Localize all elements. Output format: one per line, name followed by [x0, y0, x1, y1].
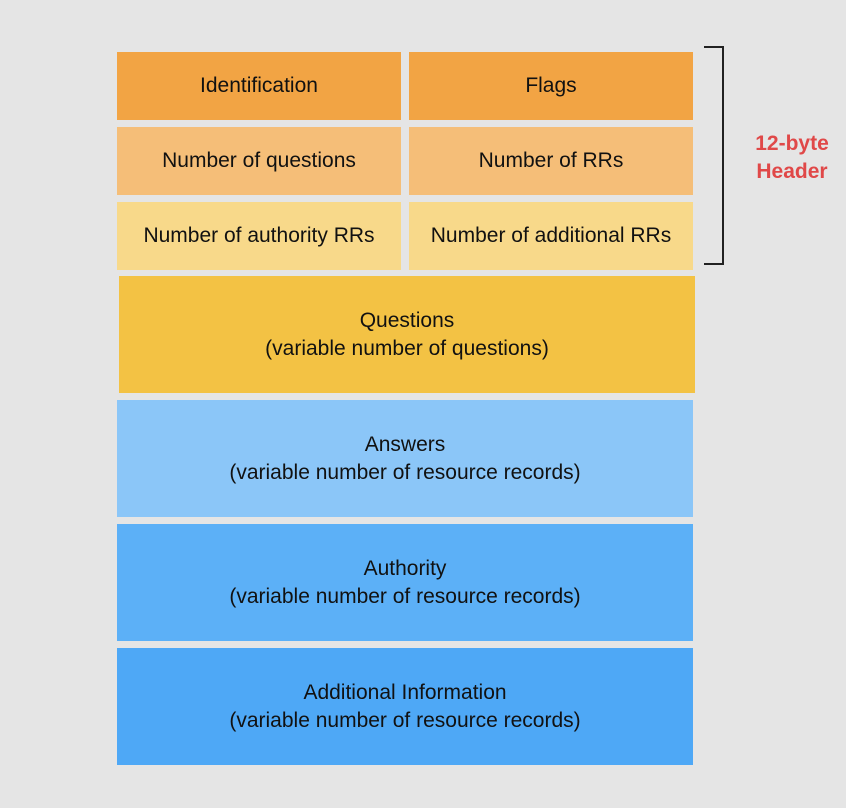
answers-section: Answers (variable number of resource rec… — [117, 400, 693, 517]
additional-information-title: Additional Information — [303, 680, 507, 704]
header-size-label-line2: Header — [756, 160, 828, 183]
number-of-additional-rrs-label: Number of additional RRs — [430, 224, 672, 247]
header-bracket — [704, 46, 724, 265]
number-of-rrs-field: Number of RRs — [409, 127, 693, 195]
authority-subtitle: (variable number of resource records) — [229, 584, 581, 608]
number-of-authority-rrs-label: Number of authority RRs — [143, 224, 375, 247]
authority-title: Authority — [363, 556, 447, 580]
questions-section: Questions (variable number of questions) — [119, 276, 695, 393]
number-of-questions-label: Number of questions — [162, 149, 356, 172]
flags-label: Flags — [525, 74, 577, 97]
number-of-rrs-label: Number of RRs — [478, 149, 624, 172]
additional-information-section: Additional Information (variable number … — [117, 648, 693, 765]
number-of-authority-rrs-field: Number of authority RRs — [117, 202, 401, 270]
number-of-additional-rrs-field: Number of additional RRs — [409, 202, 693, 270]
questions-subtitle: (variable number of questions) — [265, 336, 549, 360]
identification-field: Identification — [117, 52, 401, 120]
additional-information-subtitle: (variable number of resource records) — [229, 708, 581, 732]
identification-label: Identification — [200, 74, 318, 97]
header-size-label: 12-byte Header — [738, 130, 846, 186]
answers-subtitle: (variable number of resource records) — [229, 460, 581, 484]
header-size-label-line1: 12-byte — [755, 132, 829, 155]
flags-field: Flags — [409, 52, 693, 120]
answers-title: Answers — [364, 432, 446, 456]
number-of-questions-field: Number of questions — [117, 127, 401, 195]
authority-section: Authority (variable number of resource r… — [117, 524, 693, 641]
questions-title: Questions — [359, 308, 455, 332]
